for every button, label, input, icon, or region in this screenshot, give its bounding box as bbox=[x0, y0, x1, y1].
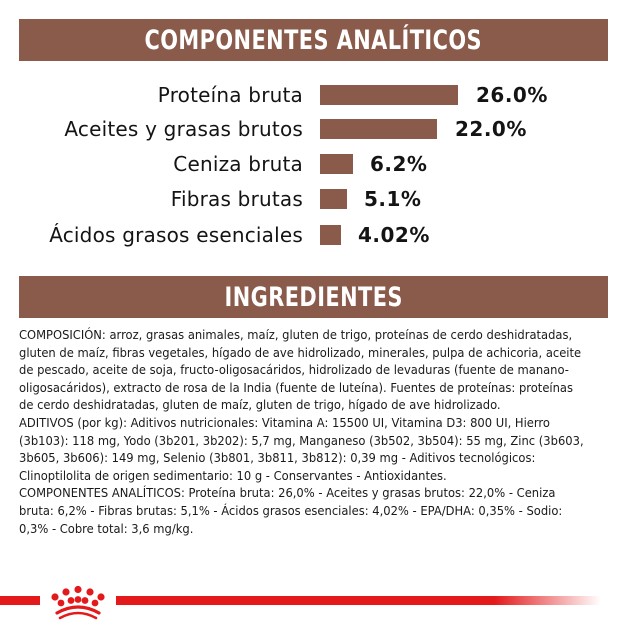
ingredients-header: INGREDIENTES bbox=[19, 276, 608, 318]
chart-row-label: Ácidos grasos esenciales bbox=[49, 223, 303, 247]
analytic-components-chart: Proteína bruta 26.0% Aceites y grasas br… bbox=[0, 78, 640, 258]
chart-row-label: Aceites y grasas brutos bbox=[64, 117, 303, 141]
ingredients-line: 3b605, 3b606): 149 mg, Selenio (3b801, 3… bbox=[19, 450, 536, 466]
ingredients-line: bruta: 6,2% - Fibras brutas: 5,1% - Ácid… bbox=[19, 502, 563, 518]
ingredients-line: 0,3% - Cobre total: 3,6 mg/kg. bbox=[19, 520, 194, 536]
brand-line-left bbox=[0, 596, 40, 605]
chart-row-label: Fibras brutas bbox=[170, 187, 303, 211]
chart-row: Ácidos grasos esenciales 4.02% bbox=[0, 220, 640, 250]
ingredients-line: de cerdo deshidratadas, gluten de maíz, … bbox=[19, 397, 501, 413]
ingredients-line: de pescado, aceite de soja, fructo-oligo… bbox=[19, 362, 569, 378]
chart-row: Fibras brutas 5.1% bbox=[0, 184, 640, 214]
ingredients-line: gluten de maíz, fibras vegetales, hígado… bbox=[19, 344, 582, 360]
chart-row-label: Ceniza bruta bbox=[173, 152, 303, 176]
chart-row-label: Proteína bruta bbox=[157, 83, 303, 107]
crown-logo-icon bbox=[51, 585, 105, 620]
chart-bar bbox=[320, 154, 353, 174]
brand-line-right bbox=[116, 596, 601, 605]
chart-row-value: 22.0% bbox=[455, 117, 527, 141]
chart-bar bbox=[320, 85, 458, 105]
chart-row: Aceites y grasas brutos 22.0% bbox=[0, 114, 640, 144]
chart-bar bbox=[320, 189, 347, 209]
ingredients-line: COMPONENTES ANALÍTICOS: Proteína bruta: … bbox=[19, 485, 556, 501]
ingredients-title: INGREDIENTES bbox=[224, 281, 403, 313]
chart-row-value: 5.1% bbox=[364, 187, 422, 211]
ingredients-line: oligosacáridos), extracto de rosa de la … bbox=[19, 379, 573, 395]
ingredients-line: (3b103): 118 mg, Yodo (3b201, 3b202): 5,… bbox=[19, 432, 584, 448]
chart-row-value: 6.2% bbox=[370, 152, 428, 176]
chart-bar bbox=[320, 225, 341, 245]
ingredients-line: COMPOSICIÓN: arroz, grasas animales, maí… bbox=[19, 327, 573, 342]
analytic-components-header: COMPONENTES ANALÍTICOS bbox=[19, 19, 608, 61]
ingredients-line: Clinoptilolita de origen sedimentario: 1… bbox=[19, 467, 447, 483]
chart-row: Ceniza bruta 6.2% bbox=[0, 149, 640, 179]
ingredients-text: COMPOSICIÓN: arroz, grasas animales, maí… bbox=[19, 326, 619, 537]
chart-bar bbox=[320, 119, 437, 139]
chart-row-value: 4.02% bbox=[358, 223, 430, 247]
chart-row: Proteína bruta 26.0% bbox=[0, 80, 640, 110]
chart-row-value: 26.0% bbox=[476, 83, 548, 107]
analytic-components-title: COMPONENTES ANALÍTICOS bbox=[144, 24, 483, 56]
ingredients-line: ADITIVOS (por kg): Aditivos nutricionale… bbox=[19, 414, 550, 430]
